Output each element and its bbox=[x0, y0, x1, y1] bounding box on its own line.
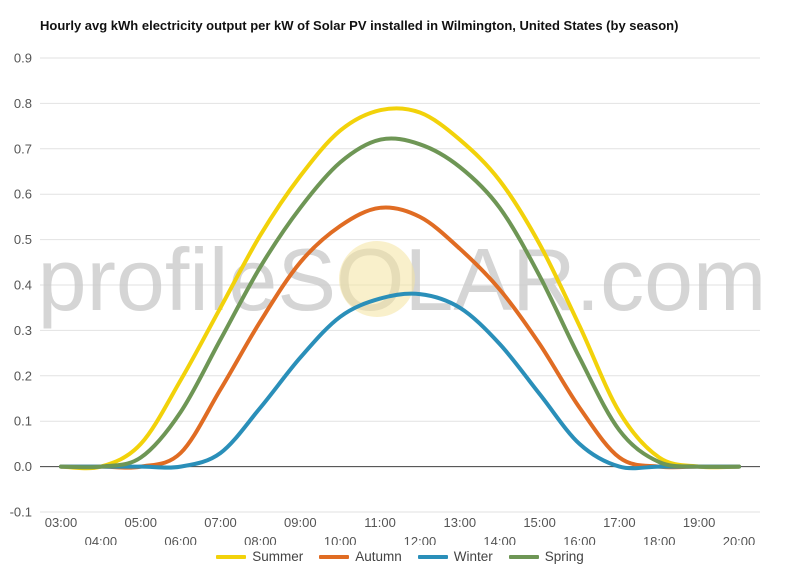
x-tick-label: 19:00 bbox=[683, 515, 716, 530]
y-tick-label: 0.6 bbox=[14, 187, 32, 202]
chart-title: Hourly avg kWh electricity output per kW… bbox=[40, 18, 679, 33]
y-tick-label: 0.4 bbox=[14, 278, 32, 293]
line-chart: -0.1 0.0 0.1 0.2 0.3 0.4 0.5 0.6 0.7 0.8 0.9 03:00… bbox=[10, 51, 767, 546]
legend-swatch bbox=[319, 554, 350, 559]
series-line-autumn bbox=[59, 205, 741, 470]
y-tick-label: 0.8 bbox=[14, 96, 32, 111]
x-tick-label: 10:00 bbox=[324, 534, 357, 545]
legend-label: Autumn bbox=[355, 549, 402, 564]
x-tick-label: 16:00 bbox=[563, 534, 596, 545]
x-tick-label: 17:00 bbox=[603, 515, 636, 530]
x-axis-tick-labels: 03:00 04:00 05:00 06:00 07:00 08:00 09:00 10:00… bbox=[45, 515, 756, 545]
x-tick-label: 05:00 bbox=[124, 515, 157, 530]
legend-item-winter[interactable]: Winter bbox=[417, 549, 493, 564]
legend-label: Spring bbox=[544, 549, 584, 564]
legend-swatch bbox=[508, 554, 539, 559]
y-tick-label: 0.7 bbox=[14, 141, 32, 156]
y-tick-label: 0.3 bbox=[14, 323, 32, 338]
grid-lines bbox=[40, 57, 760, 513]
y-tick-label: 0.5 bbox=[14, 232, 32, 247]
series-lines bbox=[59, 106, 741, 471]
series-line-winter bbox=[59, 291, 741, 471]
x-tick-label: 11:00 bbox=[364, 515, 396, 530]
x-tick-label: 15:00 bbox=[523, 515, 556, 530]
x-tick-label: 07:00 bbox=[204, 515, 237, 530]
y-axis-tick-labels: -0.1 0.0 0.1 0.2 0.3 0.4 0.5 0.6 0.7 0.8 0.9 bbox=[10, 51, 32, 520]
y-tick-label: 0.0 bbox=[14, 459, 32, 474]
legend-swatch bbox=[216, 554, 247, 559]
y-tick-label: 0.2 bbox=[14, 368, 32, 383]
x-tick-label: 18:00 bbox=[643, 534, 676, 545]
y-tick-label: 0.1 bbox=[14, 414, 32, 429]
y-tick-label: 0.9 bbox=[14, 51, 32, 66]
legend-item-spring[interactable]: Spring bbox=[508, 549, 584, 564]
watermark-sun-icon bbox=[339, 241, 415, 317]
legend-swatch bbox=[417, 554, 448, 559]
x-tick-label: 08:00 bbox=[244, 534, 277, 545]
legend-label: Summer bbox=[252, 549, 304, 564]
x-tick-label: 06:00 bbox=[164, 534, 197, 545]
legend-item-autumn[interactable]: Autumn bbox=[319, 549, 402, 564]
x-tick-label: 04:00 bbox=[85, 534, 118, 545]
x-tick-label: 13:00 bbox=[444, 515, 477, 530]
x-tick-label: 20:00 bbox=[723, 534, 756, 545]
x-tick-label: 09:00 bbox=[284, 515, 317, 530]
x-tick-label: 14:00 bbox=[483, 534, 516, 545]
legend: Summer Autumn Winter Spring bbox=[0, 549, 800, 564]
legend-item-summer[interactable]: Summer bbox=[216, 549, 303, 564]
series-line-spring bbox=[59, 136, 741, 470]
series-line-summer bbox=[59, 106, 741, 471]
y-tick-label: -0.1 bbox=[10, 505, 32, 520]
legend-label: Winter bbox=[453, 549, 493, 564]
x-tick-label: 03:00 bbox=[45, 515, 78, 530]
x-tick-label: 12:00 bbox=[404, 534, 437, 545]
